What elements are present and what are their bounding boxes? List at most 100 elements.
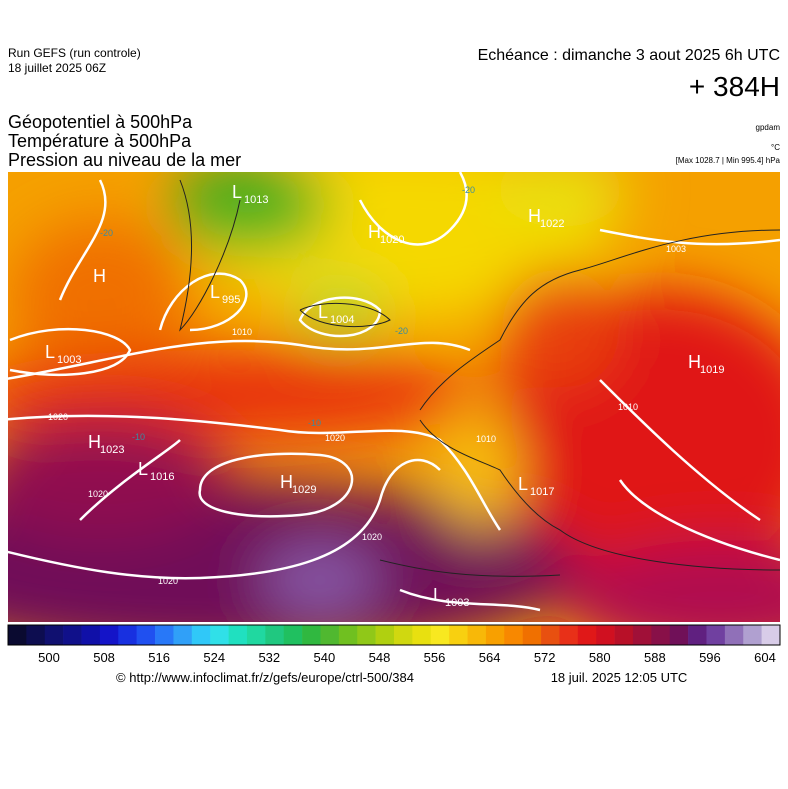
isobar-label: 1003 (666, 244, 686, 254)
color-swatch (338, 625, 358, 645)
colorbar-tick-label: 556 (424, 650, 446, 665)
colorbar-tick-label: 588 (644, 650, 666, 665)
echeance: Echéance : dimanche 3 aout 2025 6h UTC (478, 47, 780, 64)
color-swatch (173, 625, 193, 645)
source-url: © http://www.infoclimat.fr/z/gefs/europe… (116, 670, 414, 685)
color-swatch (191, 625, 211, 645)
color-swatch (504, 625, 523, 645)
colorbar-tick-label: 524 (203, 650, 225, 665)
pressure-symbol: L (518, 474, 528, 494)
pressure-value: 1019 (700, 364, 724, 376)
color-swatch (375, 625, 395, 645)
color-swatch (614, 625, 634, 645)
pressure-value: 1003 (57, 354, 81, 366)
pressure-value: 1016 (150, 471, 174, 483)
pressure-symbol: H (688, 352, 701, 372)
color-swatch (761, 625, 781, 645)
isobars (8, 172, 780, 612)
color-swatch (596, 625, 615, 645)
temperature-label: -10 (132, 432, 145, 442)
pressure-symbol: L (318, 302, 328, 322)
color-swatch (81, 625, 101, 645)
color-swatch (210, 625, 229, 645)
pressure-value: 1022 (540, 218, 564, 230)
color-swatch (688, 625, 707, 645)
color-swatch (430, 625, 450, 645)
color-swatch (302, 625, 321, 645)
unit: gpdam (756, 123, 781, 132)
color-swatch (577, 625, 597, 645)
color-swatch (412, 625, 432, 645)
color-swatch (118, 625, 137, 645)
pressure-value: 1020 (380, 234, 404, 246)
unit: °C (771, 143, 780, 152)
color-swatch (743, 625, 762, 645)
pressure-symbol: H (280, 472, 293, 492)
isobar-label: 1010 (232, 327, 252, 337)
color-swatch (26, 625, 46, 645)
pressure-value: 1017 (530, 486, 554, 498)
lead-time: + 384H (689, 71, 780, 102)
colorbar-tick-label: 548 (369, 650, 391, 665)
temperature-label: -10 (308, 418, 321, 428)
color-swatch (246, 625, 266, 645)
color-swatch (485, 625, 505, 645)
colorbar-tick-label: 508 (93, 650, 115, 665)
pressure-value: 1029 (292, 484, 316, 496)
pressure-value: 1004 (330, 314, 354, 326)
pressure-symbol: L (232, 182, 242, 202)
color-swatch (706, 625, 726, 645)
colorbar-tick-label: 596 (699, 650, 721, 665)
color-swatch (651, 625, 671, 645)
pressure-symbol: H (528, 206, 541, 226)
colorbar-tick-label: 532 (258, 650, 280, 665)
title: Pression au niveau de la mer (8, 150, 241, 170)
colorbar-tick-label: 516 (148, 650, 170, 665)
pressure-symbol: H (88, 432, 101, 452)
color-swatch (155, 625, 174, 645)
pressure-symbol: L (45, 342, 55, 362)
pressure-value: 1023 (100, 444, 124, 456)
colorbar-tick-label: 540 (314, 650, 336, 665)
isobar-label: 1020 (48, 412, 68, 422)
color-swatch (320, 625, 340, 645)
pressure-symbol: L (433, 585, 443, 605)
pressure-value: 995 (222, 294, 240, 306)
isobar-label: 1020 (158, 576, 178, 586)
color-swatch (522, 625, 542, 645)
colorbar-tick-label: 572 (534, 650, 556, 665)
color-swatch (99, 625, 119, 645)
temperature-label: -20 (395, 326, 408, 336)
temperature-label: -20 (462, 185, 475, 195)
issued-date: 18 juil. 2025 12:05 UTC (551, 670, 688, 685)
color-swatch (265, 625, 285, 645)
pressure-value: 1013 (244, 194, 268, 206)
isobar-label: 1010 (476, 434, 496, 444)
color-swatch (541, 625, 560, 645)
pressure-symbol: L (138, 459, 148, 479)
colorbar-tick-label: 580 (589, 650, 611, 665)
color-swatch (394, 625, 413, 645)
pressure-symbol: H (368, 222, 381, 242)
colorbar-tick-label: 564 (479, 650, 501, 665)
color-swatch (559, 625, 579, 645)
pressure-symbol: H (93, 266, 106, 286)
color-swatch (449, 625, 468, 645)
pressure-value: 1003 (445, 597, 469, 609)
coastlines (179, 179, 780, 577)
color-swatch (136, 625, 156, 645)
title: Géopotentiel à 500hPa (8, 112, 193, 132)
map (8, 172, 780, 622)
unit: [Max 1028.7 | Min 995.4] hPa (676, 156, 781, 165)
run-date: 18 juillet 2025 06Z (8, 61, 106, 75)
color-swatch (467, 625, 487, 645)
isobar-label: 1020 (325, 433, 345, 443)
color-swatch (724, 625, 744, 645)
color-swatch (283, 625, 303, 645)
colorbar: 500 508 516 524 532 540 548 556 564 572 580 588 596 6… (7, 624, 781, 665)
pressure-symbol: L (210, 282, 220, 302)
temperature-label: -20 (100, 228, 113, 238)
color-swatch (357, 625, 376, 645)
